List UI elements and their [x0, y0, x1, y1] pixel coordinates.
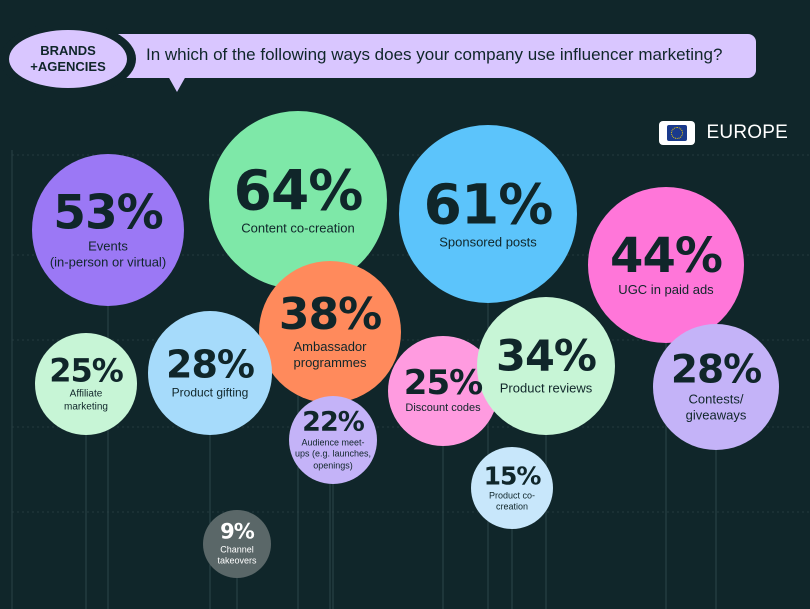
bubble-product-reviews	[477, 297, 615, 435]
badge-line-1: BRANDS	[40, 43, 96, 59]
bubble-audience-meet	[289, 396, 377, 484]
bubble-product-gifting	[148, 311, 272, 435]
bubble-product-co	[471, 447, 553, 529]
bubble-content-co-creation	[209, 111, 387, 289]
bubble-ambassador	[259, 261, 401, 403]
bubble-discount-codes	[388, 336, 498, 446]
region-indicator: EUROPE	[658, 121, 788, 145]
bubble-sponsored-posts	[399, 125, 577, 303]
badge-line-2: +AGENCIES	[30, 59, 106, 74]
bubble-contests	[653, 324, 779, 450]
speech-tail	[168, 76, 186, 92]
eu-flag-icon	[658, 121, 695, 145]
region-label: EUROPE	[706, 122, 788, 143]
bubble-affiliate	[35, 333, 137, 435]
survey-question: In which of the following ways does your…	[146, 45, 723, 64]
bubble-ugc-in-paid-ads	[588, 187, 744, 343]
bubble-events	[32, 154, 184, 306]
bubble-channel	[203, 510, 271, 578]
question-banner	[96, 34, 756, 78]
audience-badge: BRANDS +AGENCIES	[7, 28, 129, 90]
